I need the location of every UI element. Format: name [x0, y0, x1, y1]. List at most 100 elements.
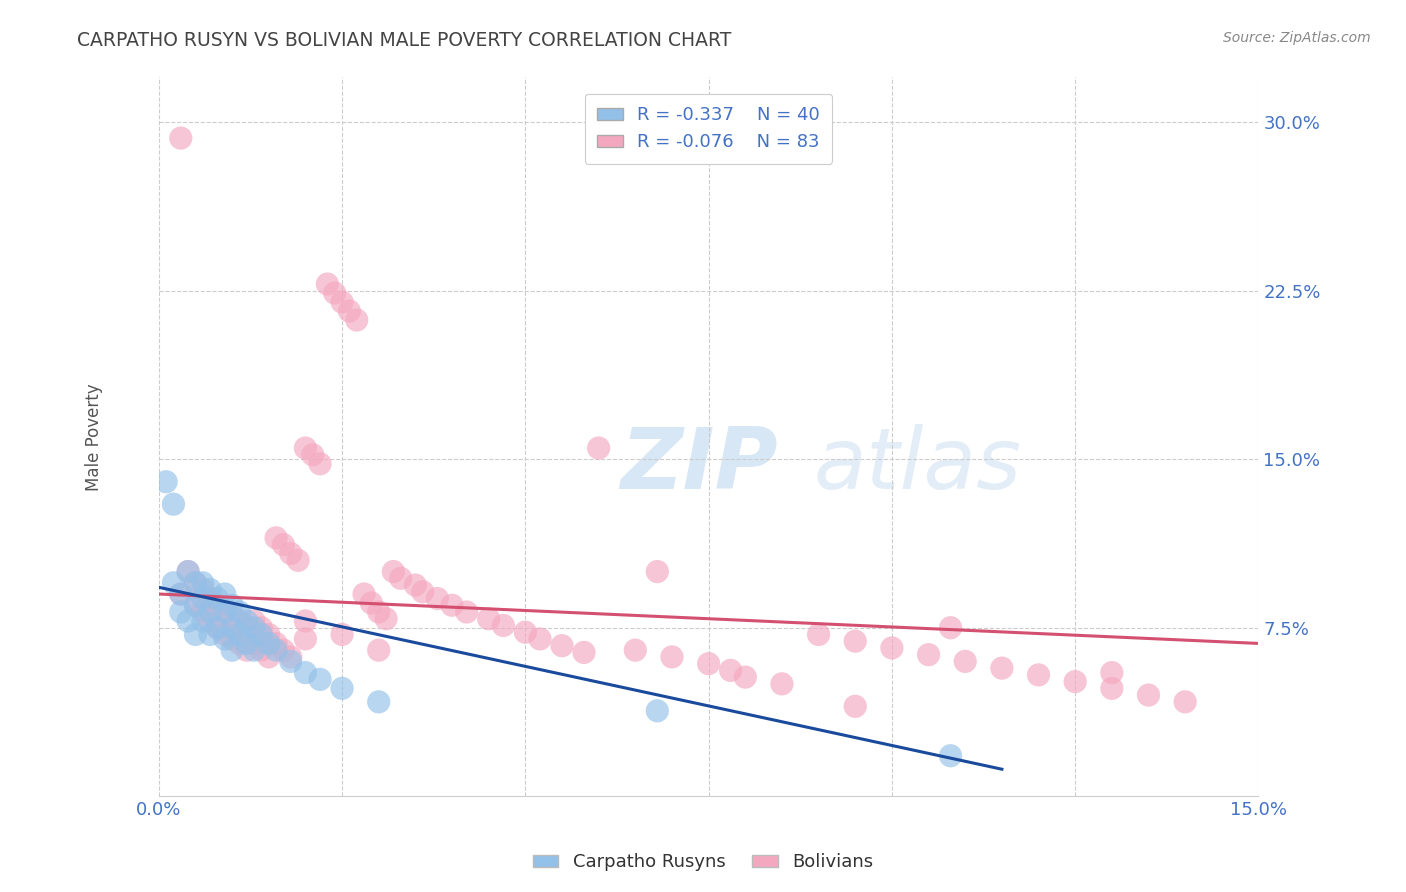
Point: [214, 632, 236, 646]
Point: [316, 277, 339, 291]
Point: [294, 441, 316, 455]
Point: [191, 582, 214, 597]
Point: [207, 621, 229, 635]
Point: [456, 605, 478, 619]
Point: [162, 497, 184, 511]
Point: [207, 599, 229, 613]
Point: [228, 636, 250, 650]
Point: [309, 457, 332, 471]
Point: [214, 627, 236, 641]
Point: [221, 621, 243, 635]
Point: [170, 587, 193, 601]
Legend: Carpatho Rusyns, Bolivians: Carpatho Rusyns, Bolivians: [526, 847, 880, 879]
Point: [953, 654, 976, 668]
Point: [330, 681, 353, 696]
Point: [301, 448, 323, 462]
Point: [353, 587, 375, 601]
Point: [280, 654, 302, 668]
Point: [624, 643, 647, 657]
Point: [280, 649, 302, 664]
Point: [221, 643, 243, 657]
Point: [250, 627, 273, 641]
Point: [939, 621, 962, 635]
Point: [177, 614, 200, 628]
Point: [155, 475, 177, 489]
Text: Source: ZipAtlas.com: Source: ZipAtlas.com: [1223, 31, 1371, 45]
Point: [264, 531, 287, 545]
Point: [1101, 681, 1123, 696]
Point: [228, 614, 250, 628]
Point: [294, 614, 316, 628]
Point: [221, 632, 243, 646]
Point: [221, 609, 243, 624]
Point: [214, 605, 236, 619]
Point: [280, 547, 302, 561]
Point: [287, 553, 309, 567]
Point: [294, 665, 316, 680]
Point: [235, 636, 257, 650]
Point: [337, 304, 360, 318]
Point: [807, 627, 830, 641]
Point: [367, 695, 389, 709]
Point: [184, 575, 207, 590]
Point: [184, 575, 207, 590]
Point: [235, 643, 257, 657]
Point: [170, 587, 193, 601]
Point: [235, 614, 257, 628]
Point: [177, 565, 200, 579]
Point: [404, 578, 426, 592]
Y-axis label: Male Poverty: Male Poverty: [86, 383, 103, 491]
Point: [198, 582, 221, 597]
Point: [273, 643, 295, 657]
Point: [478, 612, 501, 626]
Point: [720, 664, 742, 678]
Point: [243, 643, 266, 657]
Point: [375, 612, 398, 626]
Point: [191, 575, 214, 590]
Point: [228, 627, 250, 641]
Point: [214, 605, 236, 619]
Point: [257, 649, 280, 664]
Point: [177, 565, 200, 579]
Point: [389, 571, 412, 585]
Point: [844, 699, 866, 714]
Point: [382, 565, 405, 579]
Point: [198, 627, 221, 641]
Point: [264, 643, 287, 657]
Point: [221, 599, 243, 613]
Point: [360, 596, 382, 610]
Point: [294, 632, 316, 646]
Point: [184, 599, 207, 613]
Point: [734, 670, 756, 684]
Point: [184, 627, 207, 641]
Point: [645, 704, 668, 718]
Point: [426, 591, 449, 606]
Point: [228, 605, 250, 619]
Point: [440, 599, 463, 613]
Point: [170, 605, 193, 619]
Point: [235, 621, 257, 635]
Point: [645, 565, 668, 579]
Point: [184, 599, 207, 613]
Point: [191, 605, 214, 619]
Point: [515, 625, 537, 640]
Point: [330, 627, 353, 641]
Point: [697, 657, 720, 671]
Point: [551, 639, 574, 653]
Point: [323, 286, 346, 301]
Legend: R = -0.337    N = 40, R = -0.076    N = 83: R = -0.337 N = 40, R = -0.076 N = 83: [585, 94, 832, 164]
Point: [257, 627, 280, 641]
Point: [309, 673, 332, 687]
Point: [191, 591, 214, 606]
Point: [243, 614, 266, 628]
Text: atlas: atlas: [813, 424, 1021, 507]
Point: [588, 441, 610, 455]
Point: [1101, 665, 1123, 680]
Point: [207, 621, 229, 635]
Point: [1064, 674, 1087, 689]
Text: ZIP: ZIP: [620, 424, 779, 507]
Point: [198, 614, 221, 628]
Point: [346, 313, 368, 327]
Point: [198, 605, 221, 619]
Point: [330, 295, 353, 310]
